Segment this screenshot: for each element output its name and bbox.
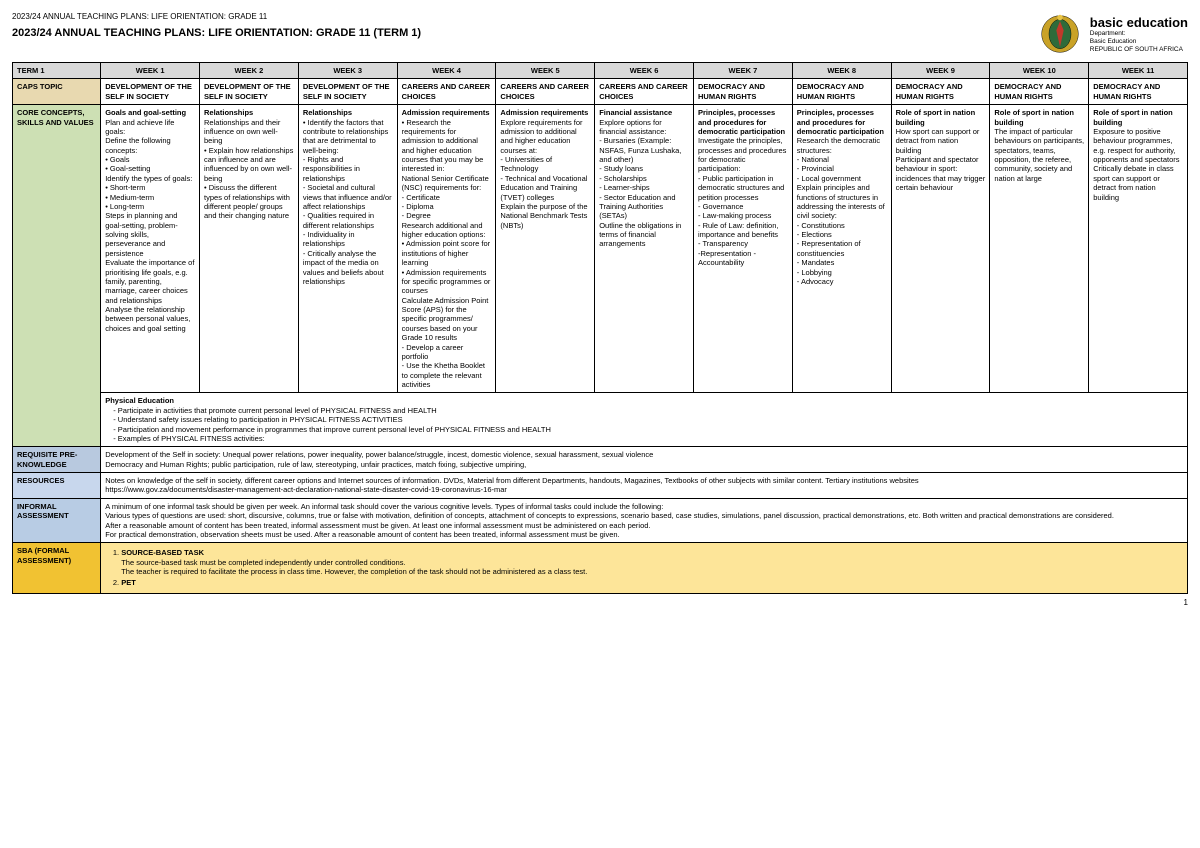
core-head: Relationships — [204, 108, 253, 117]
caps-topic-cell: DEVELOPMENT OF THE SELF IN SOCIETY — [200, 79, 299, 105]
row-resources: RESOURCES Notes on knowledge of the self… — [13, 473, 1188, 499]
core-cell-w1: Goals and goal-settingPlan and achieve l… — [101, 105, 200, 393]
core-cell-w9: Role of sport in nation buildingHow spor… — [891, 105, 990, 393]
dept-line1: Department: — [1090, 30, 1188, 38]
core-body: Relationships and their influence on own… — [204, 118, 293, 221]
core-concepts-label: CORE CONCEPTS, SKILLS AND VALUES — [13, 105, 101, 447]
header-left: 2023/24 ANNUAL TEACHING PLANS: LIFE ORIE… — [12, 12, 1038, 39]
core-body: • Identify the factors that contribute t… — [303, 118, 392, 286]
core-cell-w11: Role of sport in nation buildingExposure… — [1089, 105, 1188, 393]
caps-topic-cell: CAREERS AND CAREER CHOICES — [595, 79, 694, 105]
core-head: Financial assistance — [599, 108, 672, 117]
sba-item-1: SOURCE-BASED TASK The source-based task … — [121, 548, 1183, 576]
sba-body: SOURCE-BASED TASK The source-based task … — [101, 543, 1188, 594]
caps-topic-cell: DEVELOPMENT OF THE SELF IN SOCIETY — [101, 79, 200, 105]
core-cell-w5: Admission requirementsExplore requiremen… — [496, 105, 595, 393]
physical-education-cell: Physical Education - Participate in acti… — [101, 393, 1188, 447]
sba-item1-head: SOURCE-BASED TASK — [121, 548, 204, 557]
core-cell-w7: Principles, processes and procedures for… — [694, 105, 793, 393]
core-body: Exposure to positive behaviour programme… — [1093, 127, 1179, 202]
coat-of-arms-icon — [1038, 12, 1082, 56]
week-header: WEEK 11 — [1089, 63, 1188, 79]
core-head: Goals and goal-setting — [105, 108, 186, 117]
core-cell-w6: Financial assistanceExplore options for … — [595, 105, 694, 393]
caps-topic-cell: CAREERS AND CAREER CHOICES — [397, 79, 496, 105]
dept-line2: Basic Education — [1090, 38, 1188, 46]
term-label: TERM 1 — [13, 63, 101, 79]
doc-small-title: 2023/24 ANNUAL TEACHING PLANS: LIFE ORIE… — [12, 12, 1038, 21]
resources-label: RESOURCES — [13, 473, 101, 499]
caps-topic-cell: DEVELOPMENT OF THE SELF IN SOCIETY — [298, 79, 397, 105]
core-body: • Research the requirements for admissio… — [402, 118, 491, 390]
core-head: Admission requirements — [402, 108, 490, 117]
core-head: Relationships — [303, 108, 352, 117]
caps-topic-cell: DEMOCRACY AND HUMAN RIGHTS — [694, 79, 793, 105]
week-header: WEEK 1 — [101, 63, 200, 79]
row-caps-topic: CAPS TOPIC DEVELOPMENT OF THE SELF IN SO… — [13, 79, 1188, 105]
pe-head: Physical Education — [105, 396, 174, 405]
core-body: Explore requirements for admission to ad… — [500, 118, 587, 230]
core-head: Role of sport in nation building — [994, 108, 1074, 126]
core-cell-w4: Admission requirements• Research the req… — [397, 105, 496, 393]
week-header: WEEK 9 — [891, 63, 990, 79]
core-cell-w8: Principles, processes and procedures for… — [792, 105, 891, 393]
row-core-concepts: CORE CONCEPTS, SKILLS AND VALUES Goals a… — [13, 105, 1188, 393]
dept-name: basic education — [1090, 15, 1188, 31]
week-header: WEEK 6 — [595, 63, 694, 79]
week-header: WEEK 3 — [298, 63, 397, 79]
prereq-label: REQUISITE PRE-KNOWLEDGE — [13, 447, 101, 473]
caps-topic-cell: DEMOCRACY AND HUMAN RIGHTS — [990, 79, 1089, 105]
core-head: Role of sport in nation building — [896, 108, 976, 126]
resources-body: Notes on knowledge of the self in societ… — [101, 473, 1188, 499]
row-prerequisite: REQUISITE PRE-KNOWLEDGE Development of t… — [13, 447, 1188, 473]
prereq-body: Development of the Self in society: Uneq… — [101, 447, 1188, 473]
core-cell-w10: Role of sport in nation buildingThe impa… — [990, 105, 1089, 393]
core-body: Research the democratic structures: - Na… — [797, 136, 885, 286]
sba-label: SBA (FORMAL ASSESSMENT) — [13, 543, 101, 594]
core-cell-w3: Relationships• Identify the factors that… — [298, 105, 397, 393]
page-header: 2023/24 ANNUAL TEACHING PLANS: LIFE ORIE… — [12, 12, 1188, 56]
row-physical-education: Physical Education - Participate in acti… — [13, 393, 1188, 447]
core-body: Plan and achieve life goals: Define the … — [105, 118, 194, 333]
doc-main-title: 2023/24 ANNUAL TEACHING PLANS: LIFE ORIE… — [12, 27, 1038, 39]
core-head: Role of sport in nation building — [1093, 108, 1173, 126]
dept-line3: REPUBLIC OF SOUTH AFRICA — [1090, 46, 1188, 54]
week-header: WEEK 5 — [496, 63, 595, 79]
page-number: 1 — [12, 598, 1188, 607]
pe-body: - Participate in activities that promote… — [105, 406, 1183, 444]
caps-topic-label: CAPS TOPIC — [13, 79, 101, 105]
core-body: The impact of particular behaviours on p… — [994, 127, 1084, 183]
core-head: Principles, processes and procedures for… — [797, 108, 884, 136]
core-body: Explore options for financial assistance… — [599, 118, 681, 249]
caps-topic-cell: DEMOCRACY AND HUMAN RIGHTS — [891, 79, 990, 105]
week-header: WEEK 2 — [200, 63, 299, 79]
row-term-week: TERM 1 WEEK 1 WEEK 2 WEEK 3 WEEK 4 WEEK … — [13, 63, 1188, 79]
week-header: WEEK 8 — [792, 63, 891, 79]
caps-topic-cell: DEMOCRACY AND HUMAN RIGHTS — [1089, 79, 1188, 105]
core-body: How sport can support or detract from na… — [896, 127, 986, 192]
week-header: WEEK 4 — [397, 63, 496, 79]
week-header: WEEK 10 — [990, 63, 1089, 79]
sba-item2-head: PET — [121, 578, 136, 587]
informal-label: INFORMAL ASSESSMENT — [13, 498, 101, 543]
teaching-plan-table: TERM 1 WEEK 1 WEEK 2 WEEK 3 WEEK 4 WEEK … — [12, 62, 1188, 594]
header-right: basic education Department: Basic Educat… — [1038, 12, 1188, 56]
row-informal-assessment: INFORMAL ASSESSMENT A minimum of one inf… — [13, 498, 1188, 543]
row-sba: SBA (FORMAL ASSESSMENT) SOURCE-BASED TAS… — [13, 543, 1188, 594]
dept-text: basic education Department: Basic Educat… — [1090, 15, 1188, 54]
caps-topic-cell: CAREERS AND CAREER CHOICES — [496, 79, 595, 105]
week-header: WEEK 7 — [694, 63, 793, 79]
sba-item1-body: The source-based task must be completed … — [121, 558, 587, 576]
sba-item-2: PET — [121, 578, 1183, 587]
core-body: Investigate the principles, processes an… — [698, 136, 786, 267]
informal-body: A minimum of one informal task should be… — [101, 498, 1188, 543]
core-cell-w2: RelationshipsRelationships and their inf… — [200, 105, 299, 393]
core-head: Admission requirements — [500, 108, 588, 117]
core-head: Principles, processes and procedures for… — [698, 108, 785, 136]
caps-topic-cell: DEMOCRACY AND HUMAN RIGHTS — [792, 79, 891, 105]
